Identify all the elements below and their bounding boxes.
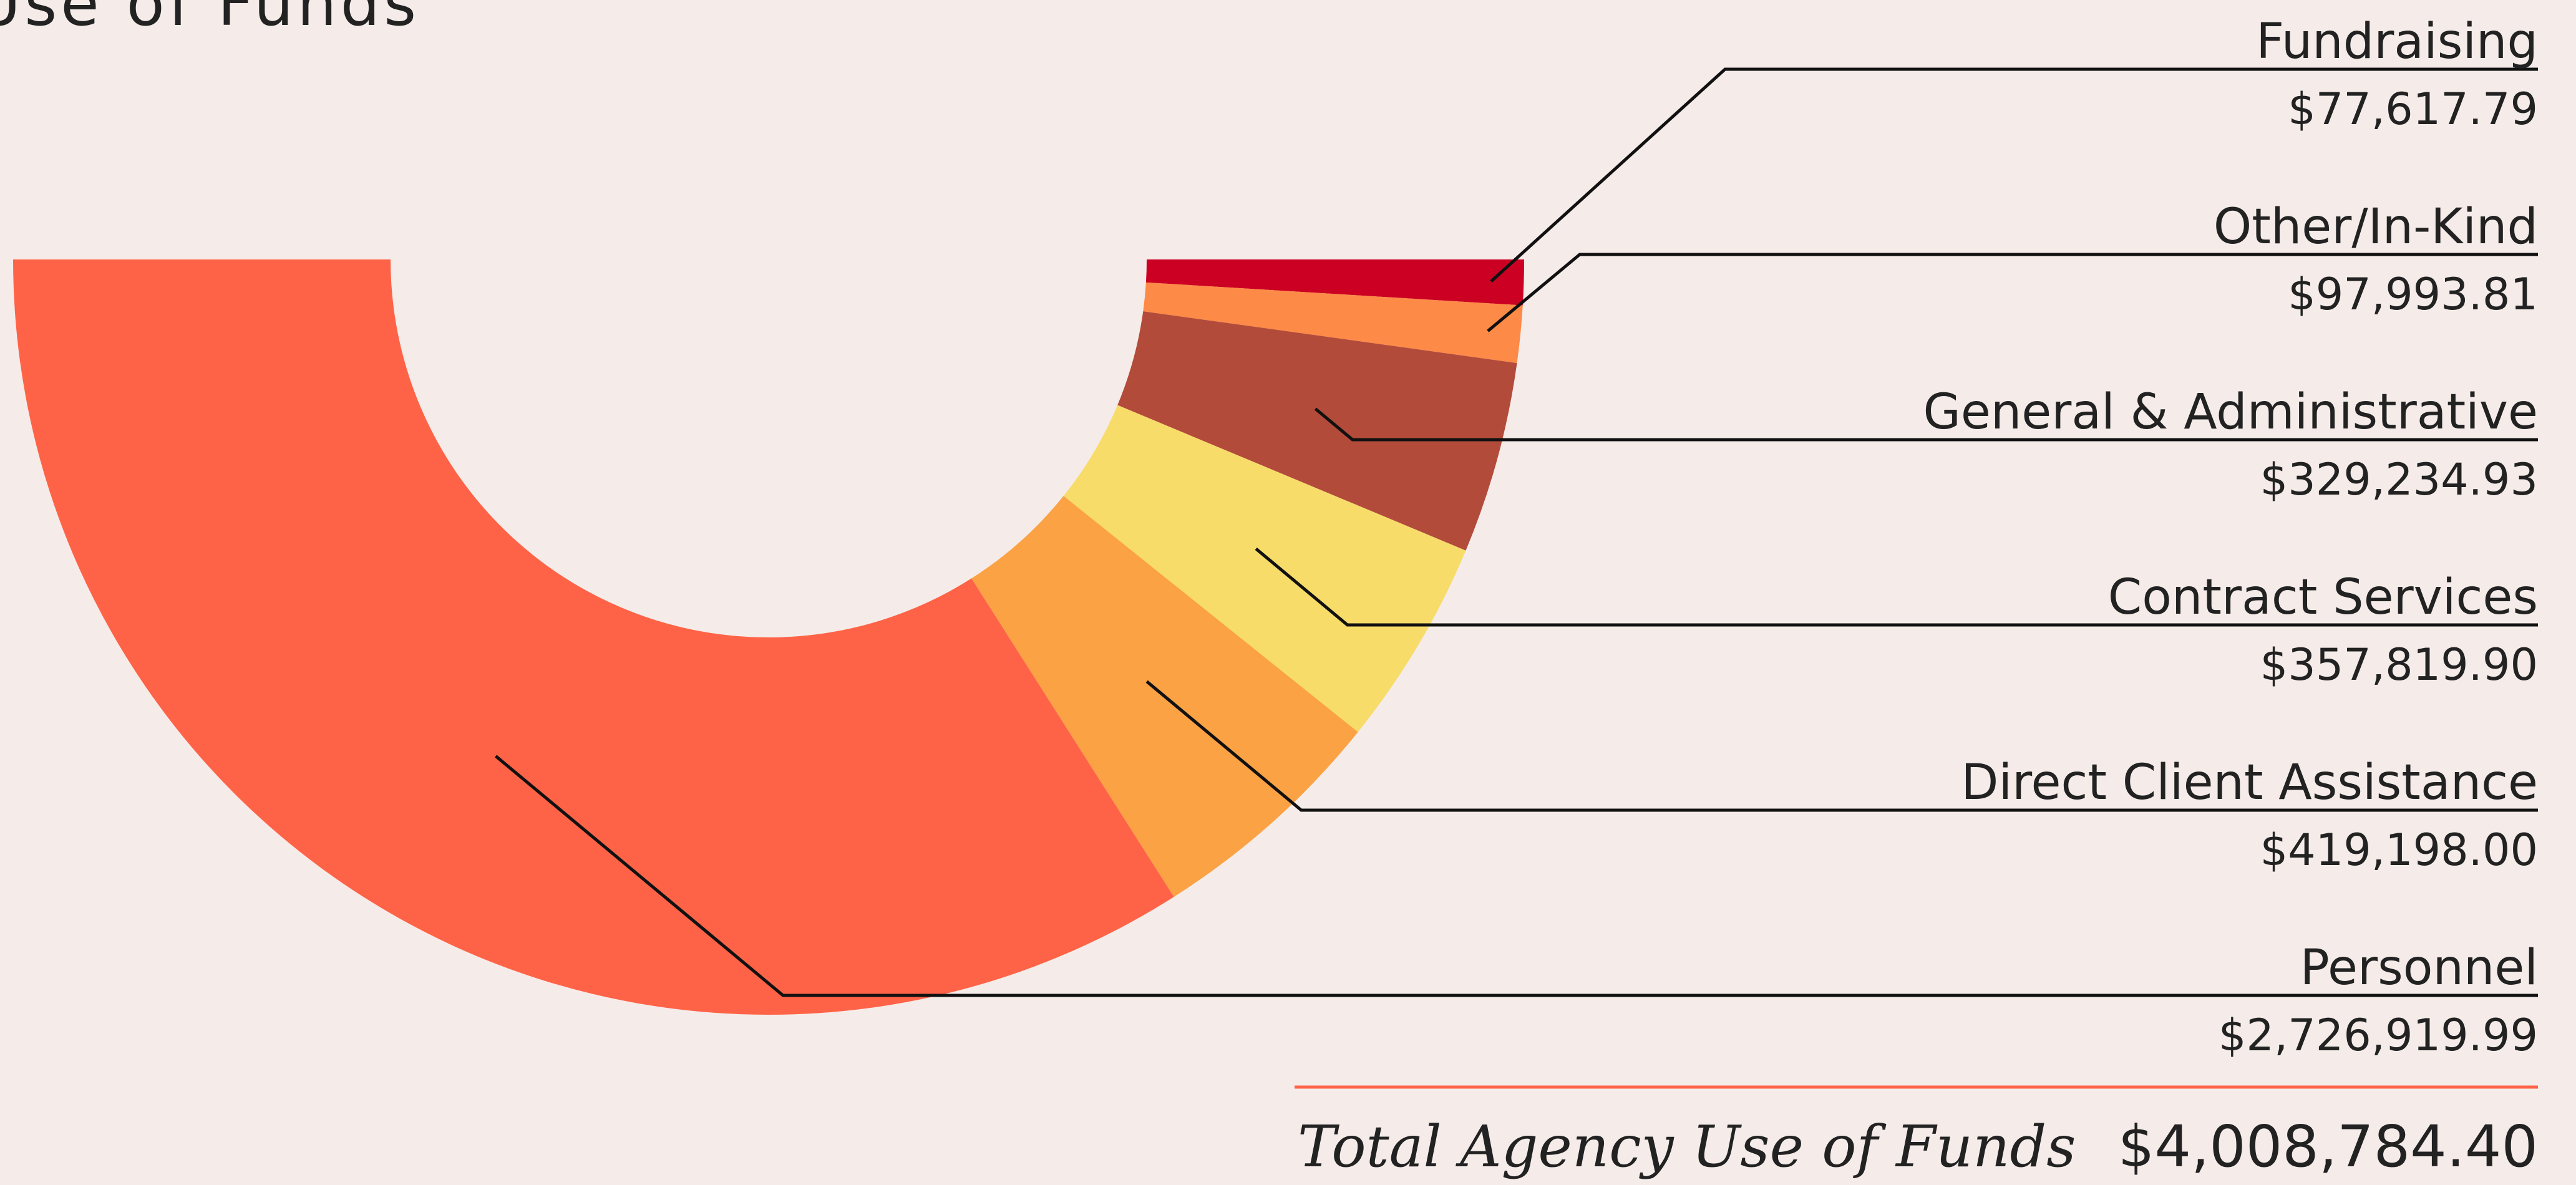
leader-line <box>1314 407 2538 442</box>
leader-line <box>1255 547 2538 627</box>
value-label: $419,198.00 <box>2260 825 2538 876</box>
legend-label: Contract Services <box>2108 569 2538 626</box>
legend-label: Other/In-Kind <box>2214 199 2538 255</box>
value-label: $357,819.90 <box>2260 639 2538 690</box>
donut-slice <box>1117 311 1517 551</box>
value-label: $77,617.79 <box>2288 84 2538 135</box>
leader-line <box>1487 253 2538 332</box>
value-label: $97,993.81 <box>2288 269 2538 320</box>
donut-slice <box>1063 405 1466 732</box>
donut-slice <box>13 259 1174 1015</box>
donut-slice <box>1145 259 1524 306</box>
leader-line <box>1145 680 2538 812</box>
total-label: Total Agency Use of Funds <box>1298 1113 2076 1180</box>
leader-line <box>1490 67 2538 283</box>
chart-title: Use of Funds <box>0 0 420 40</box>
donut-slice <box>1143 282 1523 364</box>
legend-label: General & Administrative <box>1923 384 2538 440</box>
value-label: $329,234.93 <box>2260 454 2538 505</box>
legend-label: Personnel <box>2300 940 2538 996</box>
total-value: $4,008,784.40 <box>2118 1113 2538 1180</box>
legend-label: Fundraising <box>2256 14 2538 70</box>
legend-label: Direct Client Assistance <box>1961 755 2538 811</box>
leader-line <box>495 755 2538 997</box>
value-label: $2,726,919.99 <box>2219 1010 2538 1061</box>
